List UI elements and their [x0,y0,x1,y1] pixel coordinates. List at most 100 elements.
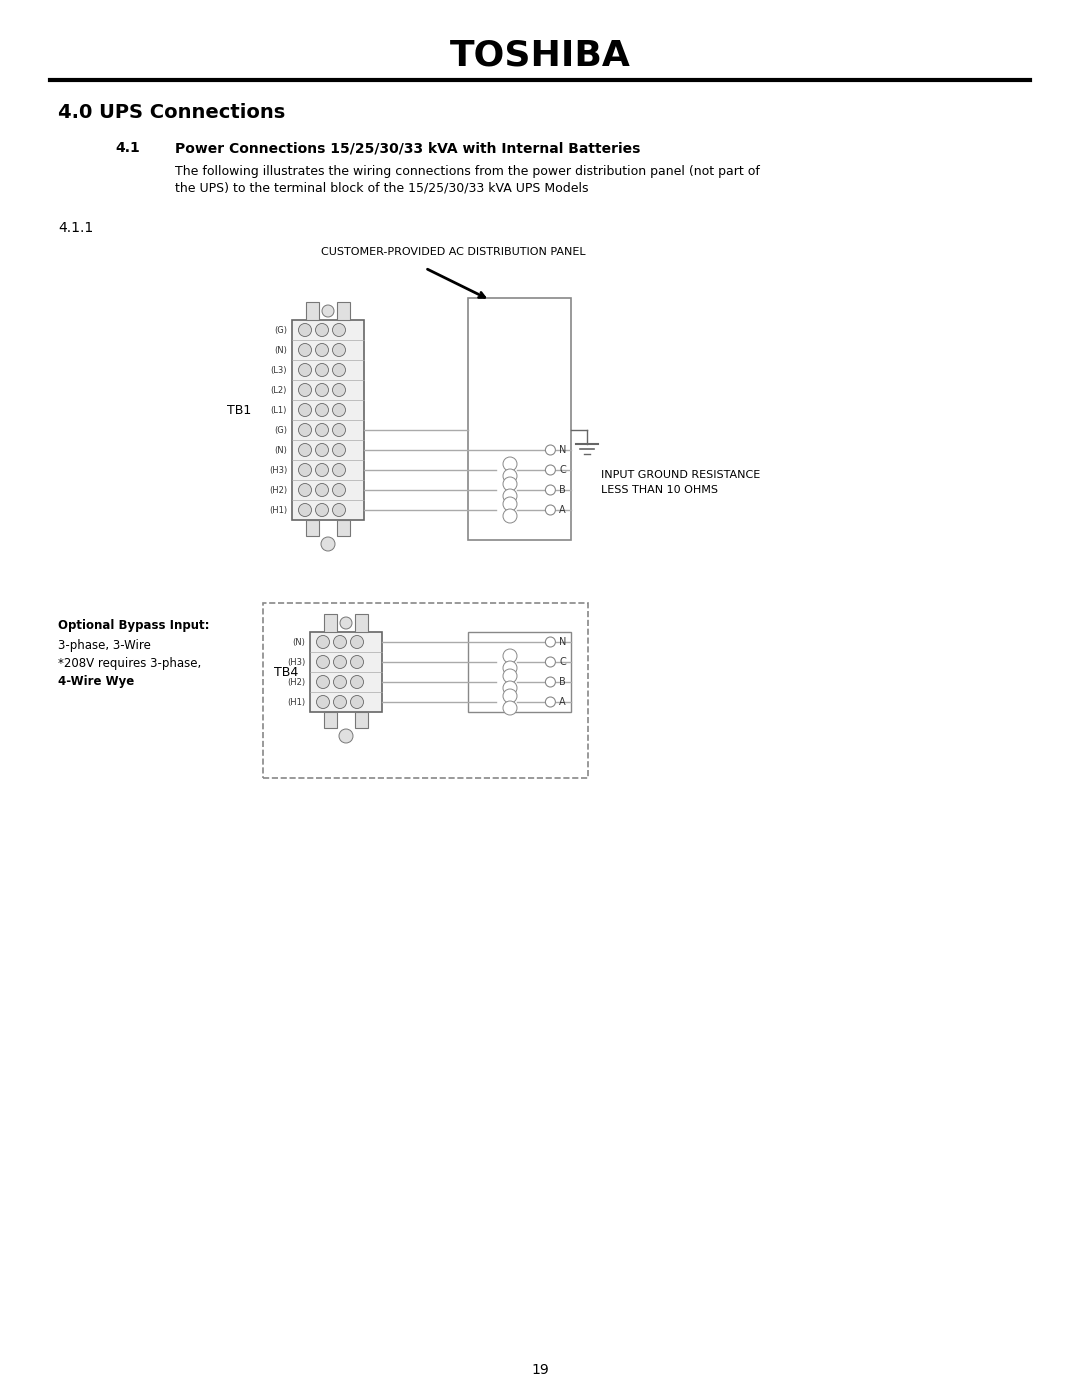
Bar [324,712,337,728]
Circle shape [503,689,517,703]
Text: 4.1: 4.1 [114,141,139,155]
Circle shape [333,324,346,337]
Circle shape [298,363,311,377]
Text: the UPS) to the terminal block of the 15/25/30/33 kVA UPS Models: the UPS) to the terminal block of the 15… [175,182,589,194]
Text: CUSTOMER-PROVIDED AC DISTRIBUTION PANEL: CUSTOMER-PROVIDED AC DISTRIBUTION PANEL [321,247,585,257]
Text: B: B [559,485,566,495]
Circle shape [545,465,555,475]
Text: 4-Wire Wye: 4-Wire Wye [58,675,134,687]
Bar [310,631,382,712]
Circle shape [334,636,347,648]
Text: 4.0 UPS Connections: 4.0 UPS Connections [58,102,285,122]
Circle shape [315,384,328,397]
Circle shape [298,423,311,436]
Circle shape [315,483,328,496]
Circle shape [545,657,555,666]
Circle shape [545,697,555,707]
Text: (L3): (L3) [270,366,287,374]
Circle shape [298,384,311,397]
Circle shape [333,344,346,356]
Text: (N): (N) [274,345,287,355]
Text: (N): (N) [292,637,305,647]
Circle shape [298,464,311,476]
Circle shape [545,504,555,515]
Bar [468,298,571,541]
Circle shape [321,536,335,550]
Text: *208V requires 3-phase,: *208V requires 3-phase, [58,657,201,669]
Text: Power Connections 15/25/30/33 kVA with Internal Batteries: Power Connections 15/25/30/33 kVA with I… [175,141,640,155]
Text: (H2): (H2) [269,486,287,495]
Bar [324,615,337,631]
Text: (H3): (H3) [287,658,305,666]
Circle shape [333,464,346,476]
Circle shape [545,485,555,495]
Circle shape [315,464,328,476]
Circle shape [503,469,517,483]
Text: TOSHIBA: TOSHIBA [449,38,631,73]
Text: LESS THAN 10 OHMS: LESS THAN 10 OHMS [600,485,718,495]
Bar [306,302,319,320]
Bar [355,712,368,728]
Circle shape [503,661,517,675]
Circle shape [322,305,334,317]
Text: (G): (G) [274,326,287,334]
Circle shape [315,363,328,377]
Circle shape [333,363,346,377]
Circle shape [316,676,329,689]
Bar [337,302,350,320]
Circle shape [503,701,517,715]
Circle shape [545,637,555,647]
Text: (H1): (H1) [287,697,305,707]
Circle shape [315,503,328,517]
Circle shape [333,483,346,496]
Text: INPUT GROUND RESISTANCE: INPUT GROUND RESISTANCE [600,469,760,481]
Text: 19: 19 [531,1363,549,1377]
Text: TB1: TB1 [227,404,252,416]
Circle shape [339,729,353,743]
Circle shape [503,457,517,471]
Circle shape [298,503,311,517]
Circle shape [298,483,311,496]
Text: TB4: TB4 [273,665,298,679]
Circle shape [315,443,328,457]
Text: A: A [559,697,566,707]
Circle shape [545,678,555,687]
Text: A: A [559,504,566,515]
Text: (H1): (H1) [269,506,287,514]
Circle shape [298,324,311,337]
Circle shape [340,617,352,629]
Circle shape [503,669,517,683]
Text: The following illustrates the wiring connections from the power distribution pan: The following illustrates the wiring con… [175,165,760,177]
Circle shape [503,497,517,511]
Circle shape [333,443,346,457]
Text: (H2): (H2) [287,678,305,686]
Circle shape [315,423,328,436]
Circle shape [545,446,555,455]
Circle shape [351,676,364,689]
Circle shape [334,696,347,708]
Bar [292,320,364,520]
Bar [468,631,571,712]
Circle shape [351,655,364,669]
Circle shape [333,423,346,436]
Circle shape [316,655,329,669]
Text: (L1): (L1) [271,405,287,415]
Circle shape [315,324,328,337]
Circle shape [503,680,517,694]
Text: C: C [559,465,566,475]
Circle shape [315,344,328,356]
Circle shape [351,696,364,708]
Text: 3-phase, 3-Wire: 3-phase, 3-Wire [58,638,151,651]
Circle shape [333,384,346,397]
Bar [355,615,368,631]
Text: N: N [559,637,567,647]
Text: (H3): (H3) [269,465,287,475]
Text: Optional Bypass Input:: Optional Bypass Input: [58,619,210,631]
Circle shape [298,404,311,416]
Circle shape [333,404,346,416]
Text: (N): (N) [274,446,287,454]
Circle shape [315,404,328,416]
Text: (L2): (L2) [271,386,287,394]
Circle shape [503,509,517,522]
Circle shape [298,443,311,457]
